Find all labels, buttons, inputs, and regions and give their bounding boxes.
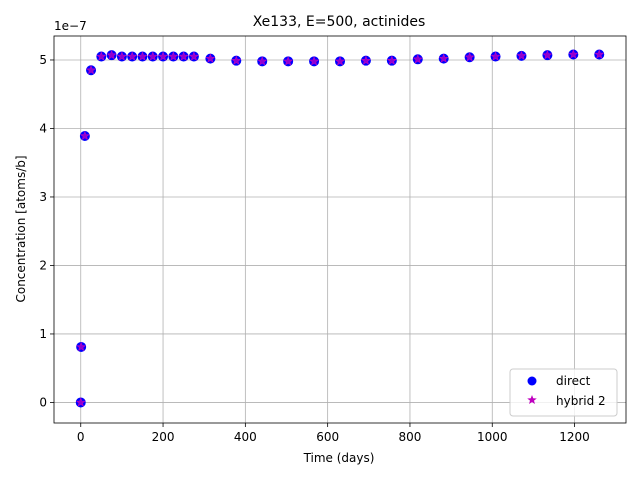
data-point-hybrid-2 xyxy=(283,56,294,66)
data-point-hybrid-2 xyxy=(137,51,148,61)
x-axis-ticks: 0 200 400 600 800 1000 1200 xyxy=(77,423,590,444)
data-point-hybrid-2 xyxy=(464,52,475,62)
legend-label-direct: direct xyxy=(556,374,591,388)
data-point-hybrid-2 xyxy=(79,130,90,141)
data-point-hybrid-2 xyxy=(96,51,107,61)
data-point-hybrid-2 xyxy=(386,55,397,65)
data-point-hybrid-2 xyxy=(542,50,553,60)
data-point-hybrid-2 xyxy=(438,53,449,63)
data-markers xyxy=(75,49,605,408)
data-point-hybrid-2 xyxy=(147,51,158,61)
x-tick-label: 1000 xyxy=(477,430,508,444)
legend-box xyxy=(509,368,618,417)
data-point-hybrid-2 xyxy=(412,54,423,64)
data-point-hybrid-2 xyxy=(106,50,117,60)
data-point-hybrid-2 xyxy=(189,51,199,61)
legend-marker-direct xyxy=(527,376,537,386)
grid-lines xyxy=(54,36,626,423)
y-axis-ticks: 0 1 2 3 4 5 xyxy=(39,53,54,409)
y-tick-label: 1 xyxy=(39,327,47,341)
data-point-hybrid-2 xyxy=(490,51,501,61)
legend: direct hybrid 2 xyxy=(509,368,618,417)
data-point-hybrid-2 xyxy=(361,55,371,65)
y-axis-offset-label: 1e−7 xyxy=(54,19,87,33)
data-point-hybrid-2 xyxy=(76,341,87,352)
legend-label-hybrid-2: hybrid 2 xyxy=(556,394,606,408)
data-point-hybrid-2 xyxy=(516,50,527,61)
y-tick-label: 0 xyxy=(39,395,47,409)
x-axis-label: Time (days) xyxy=(303,451,375,465)
legend-marker-hybrid-2 xyxy=(527,395,537,405)
data-point-hybrid-2 xyxy=(116,51,127,61)
x-tick-label: 600 xyxy=(316,430,339,444)
x-tick-label: 400 xyxy=(234,430,257,444)
data-point-hybrid-2 xyxy=(594,49,605,59)
x-tick-label: 200 xyxy=(152,430,175,444)
data-point-hybrid-2 xyxy=(75,397,86,407)
y-tick-label: 4 xyxy=(39,121,47,135)
x-tick-label: 800 xyxy=(399,430,422,444)
data-point-hybrid-2 xyxy=(168,51,179,61)
y-tick-label: 5 xyxy=(39,53,47,67)
x-tick-label: 1200 xyxy=(559,430,590,444)
y-tick-label: 3 xyxy=(39,190,47,204)
data-point-hybrid-2 xyxy=(335,56,345,66)
data-point-hybrid-2 xyxy=(86,65,96,75)
data-point-hybrid-2 xyxy=(257,56,268,66)
x-tick-label: 0 xyxy=(77,430,85,444)
data-point-hybrid-2 xyxy=(127,51,138,61)
data-point-hybrid-2 xyxy=(309,56,319,66)
data-point-hybrid-2 xyxy=(231,55,242,65)
chart-title: Xe133, E=500, actinides xyxy=(253,14,426,30)
data-point-hybrid-2 xyxy=(568,49,579,59)
data-point-hybrid-2 xyxy=(178,51,189,61)
data-point-hybrid-2 xyxy=(205,53,216,63)
plot-frame xyxy=(53,35,627,424)
y-tick-label: 2 xyxy=(39,258,47,272)
data-point-hybrid-2 xyxy=(158,51,168,61)
y-axis-label: Concentration [atoms/b] xyxy=(14,155,28,302)
